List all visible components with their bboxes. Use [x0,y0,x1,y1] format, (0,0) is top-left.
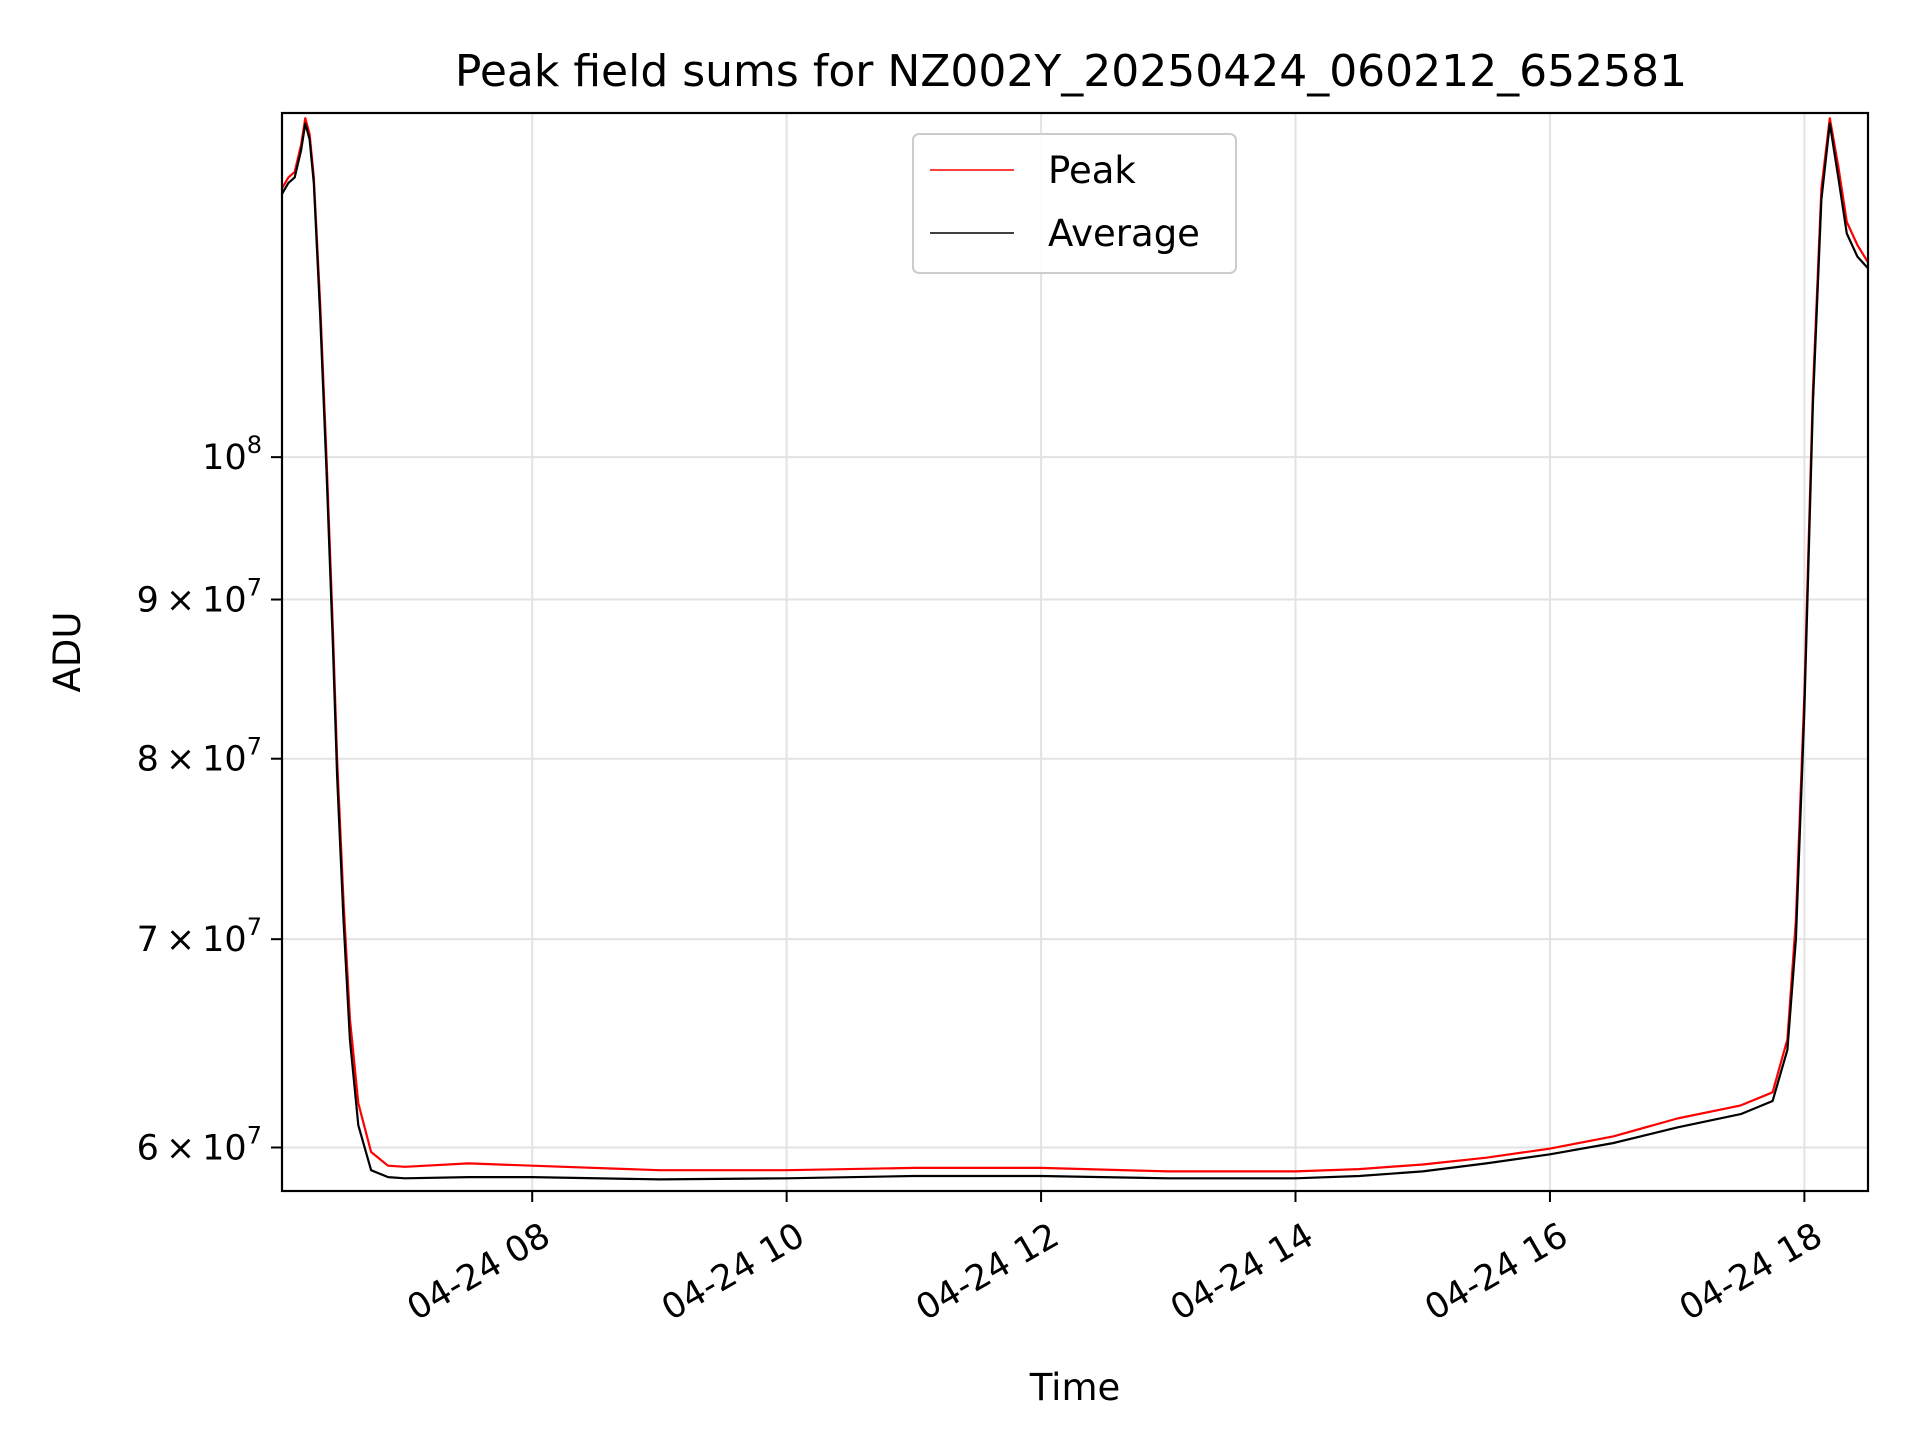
legend-label-peak: Peak [1048,149,1136,192]
y-axis-ticks: 6 × 107 7 × 107 8 × 107 9 × 107 108 [137,431,282,1169]
y-tick-label: 8 × 107 [137,733,262,780]
legend-label-average: Average [1048,212,1200,255]
y-tick-label: 6 × 107 [137,1122,262,1169]
y-tick-label: 9 × 107 [137,574,262,621]
plot-frame [280,111,1870,1193]
x-axis-label: Time [1029,1366,1121,1409]
legend: Peak Average [912,133,1237,274]
y-tick-label: 108 [202,431,262,478]
y-tick-label: 7 × 107 [137,913,262,960]
legend-box [912,133,1237,274]
y-axis-label: ADU [46,612,89,693]
chart-title: Peak field sums for NZ002Y_20250424_0602… [455,46,1687,97]
series-line-average [282,122,1868,1181]
grid-lines [282,113,1868,1191]
series-lines [282,117,1868,1181]
